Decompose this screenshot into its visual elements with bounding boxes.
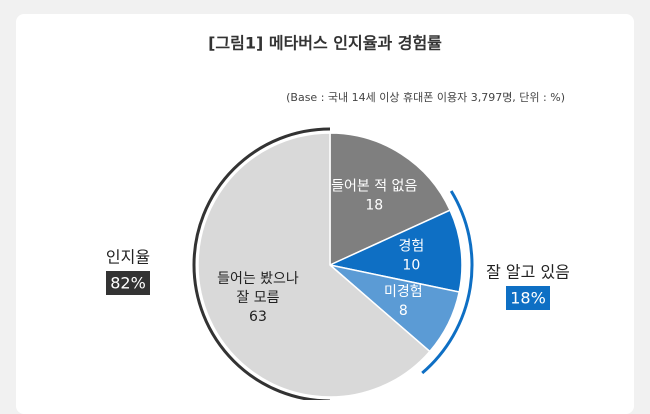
annotation-box — [506, 286, 550, 310]
slice-label: 들어는 봤으나 — [217, 271, 299, 287]
chart-title: [그림1] 메타버스 인지율과 경험률 — [208, 34, 442, 53]
annotation-box — [106, 271, 150, 295]
bracket-arc — [421, 190, 474, 375]
pie-slice — [329, 132, 452, 267]
annotation-text: 잘 알고 있음 — [486, 263, 570, 282]
slice-value: 10 — [402, 257, 420, 273]
slice-value: 18 — [365, 198, 383, 214]
slice-label: 들어본 적 없음 — [331, 179, 417, 195]
page: {"chart_data": {"type": "pie", "title": … — [16, 14, 634, 414]
slice-label: 잘 모름 — [236, 290, 279, 306]
annotation-text: 인지율 — [106, 248, 150, 267]
annotation-value: 82% — [110, 274, 146, 293]
slice-label: 경험 — [398, 238, 424, 254]
chart: [그림1] 메타버스 인지율과 경험률 (Base : 국내 14세 이상 휴대… — [106, 34, 570, 400]
slice-value: 63 — [249, 309, 267, 325]
slice-label: 미경험 — [384, 284, 423, 300]
bracket-arc — [192, 127, 331, 400]
annotation-value: 18% — [510, 289, 546, 308]
chart-subtitle: (Base : 국내 14세 이상 휴대폰 이용자 3,797명, 단위 : %… — [286, 91, 565, 104]
pie-slice — [197, 132, 431, 398]
slice-value: 8 — [399, 303, 408, 319]
